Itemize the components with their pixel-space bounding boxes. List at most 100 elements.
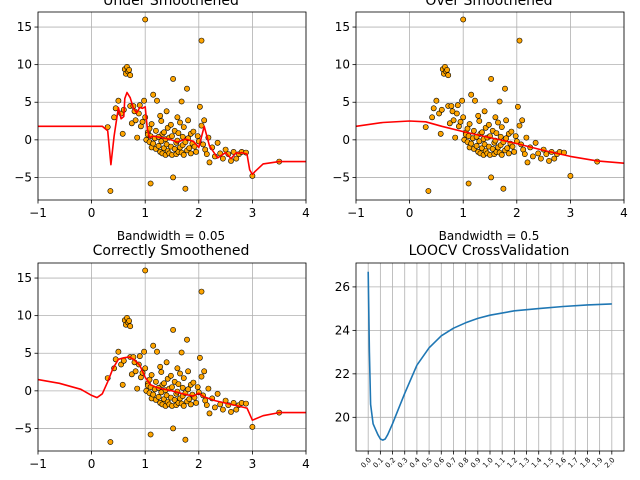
scatter-point: [476, 118, 483, 124]
scatter-point: [104, 124, 111, 130]
scatter-point: [495, 119, 501, 126]
scatter-point: [147, 431, 154, 438]
x-axis-label: Bandwidth = 0.05: [117, 229, 225, 243]
scatter-point: [422, 124, 429, 130]
scatter-point: [515, 103, 521, 110]
scatter-point: [459, 97, 465, 104]
scatter-point: [150, 342, 157, 349]
scatter-point: [170, 326, 176, 333]
scatter-point: [132, 117, 139, 124]
plot-area: −1 0 1 2 3 4 −5 0 5 10 15: [14, 262, 310, 471]
x-tick-label: 0: [88, 206, 96, 220]
scatter-point: [485, 121, 492, 128]
scatter-point: [479, 129, 485, 136]
scatter-point: [182, 436, 189, 443]
scatter-point: [473, 142, 480, 149]
axes-frame: [37, 11, 307, 201]
scatter-point: [219, 406, 226, 413]
ticks: −1 0 1 2 3 4 −5 0 5 10 15: [332, 20, 628, 220]
chart-title: Over Smoothened: [425, 0, 552, 9]
scatter-point: [203, 151, 210, 157]
scatter-point: [203, 402, 210, 408]
scatter-point: [530, 153, 536, 160]
plot-area: −1 0 1 2 3 4 −5 0 5 10 15: [332, 11, 628, 220]
scatter-point: [492, 114, 499, 121]
scatter-point: [190, 379, 197, 386]
scatter-point: [169, 384, 175, 390]
chart-title: Under Smoothened: [103, 0, 239, 9]
scatter-point: [519, 117, 526, 124]
scatter-point: [184, 336, 190, 343]
x-tick-label: 0: [406, 206, 414, 220]
y-tick-label: 0: [24, 133, 32, 147]
scatter-point: [429, 114, 435, 121]
scatter-point: [194, 133, 201, 139]
scatter-point: [155, 393, 162, 400]
scatter-point: [107, 188, 114, 194]
scatter-point: [163, 108, 170, 115]
scatter-point: [154, 348, 160, 355]
scatter-point: [119, 130, 126, 137]
x-axis-label: Bandwidth = 0.5: [439, 229, 540, 243]
scatter-point: [448, 103, 455, 109]
scatter-point: [206, 159, 213, 166]
y-tick-label: 0: [24, 384, 32, 398]
scatter-point: [178, 98, 185, 105]
scatter-point: [142, 365, 149, 372]
scatter-point: [532, 139, 539, 146]
x-tick-label: 2: [195, 206, 203, 220]
scatter-point: [161, 129, 167, 136]
scatter-point: [157, 112, 164, 119]
scatter-point: [567, 172, 574, 179]
chart-title: LOOCV CrossValidation: [409, 243, 570, 259]
scatter-point: [171, 396, 178, 403]
scatter-point: [134, 385, 141, 392]
scatter-point: [194, 384, 201, 390]
scatter-point: [446, 120, 453, 127]
scatter-point: [139, 118, 146, 125]
scatter-point: [174, 114, 181, 121]
scatter-point: [200, 141, 206, 148]
scatter-point: [468, 140, 475, 147]
scatter-point: [430, 105, 437, 112]
scatter-point: [147, 180, 154, 187]
scatter-point: [198, 288, 205, 295]
scatter-point: [205, 385, 212, 392]
scatter-point: [161, 380, 167, 387]
smoothed-curve: [38, 356, 306, 421]
scatter-point: [175, 130, 182, 136]
y-tick-label: −5: [14, 421, 32, 435]
x-tick-label: 3: [249, 457, 257, 471]
y-tick-label: 15: [335, 20, 350, 34]
scatter-point: [454, 102, 461, 109]
scatter-point: [516, 37, 523, 44]
scatter-point: [185, 386, 191, 393]
scatter-point: [142, 16, 149, 23]
scatter-point: [509, 143, 516, 150]
scatter-point: [500, 185, 507, 192]
scatter-point: [433, 97, 440, 104]
y-tick-label: 15: [17, 20, 32, 34]
scatter-point: [158, 369, 165, 375]
scatter-point: [185, 368, 191, 375]
plot-background: [38, 263, 306, 451]
scatter-point: [481, 108, 488, 115]
y-tick-label: 5: [342, 95, 350, 109]
ticks: −1 0 1 2 3 4 −5 0 5 10 15: [14, 271, 310, 471]
ticks: −1 0 1 2 3 4 −5 0 5 10 15: [14, 20, 310, 220]
x-tick-label: 4: [620, 206, 628, 220]
scatter-point: [521, 151, 528, 157]
scatter-point: [524, 159, 531, 166]
y-tick-label: −5: [332, 170, 350, 184]
scatter-point: [460, 16, 467, 23]
scatter-point: [180, 124, 187, 130]
x-tick-label: 1: [141, 206, 149, 220]
x-tick-label: −1: [29, 457, 47, 471]
x-tick-label: −1: [29, 206, 47, 220]
scatter-point: [155, 142, 162, 149]
scatter-point: [134, 134, 141, 141]
scatter-point: [488, 76, 494, 82]
scatter-point: [505, 150, 512, 157]
scatter-point: [175, 381, 182, 387]
scatter-point: [475, 112, 482, 119]
